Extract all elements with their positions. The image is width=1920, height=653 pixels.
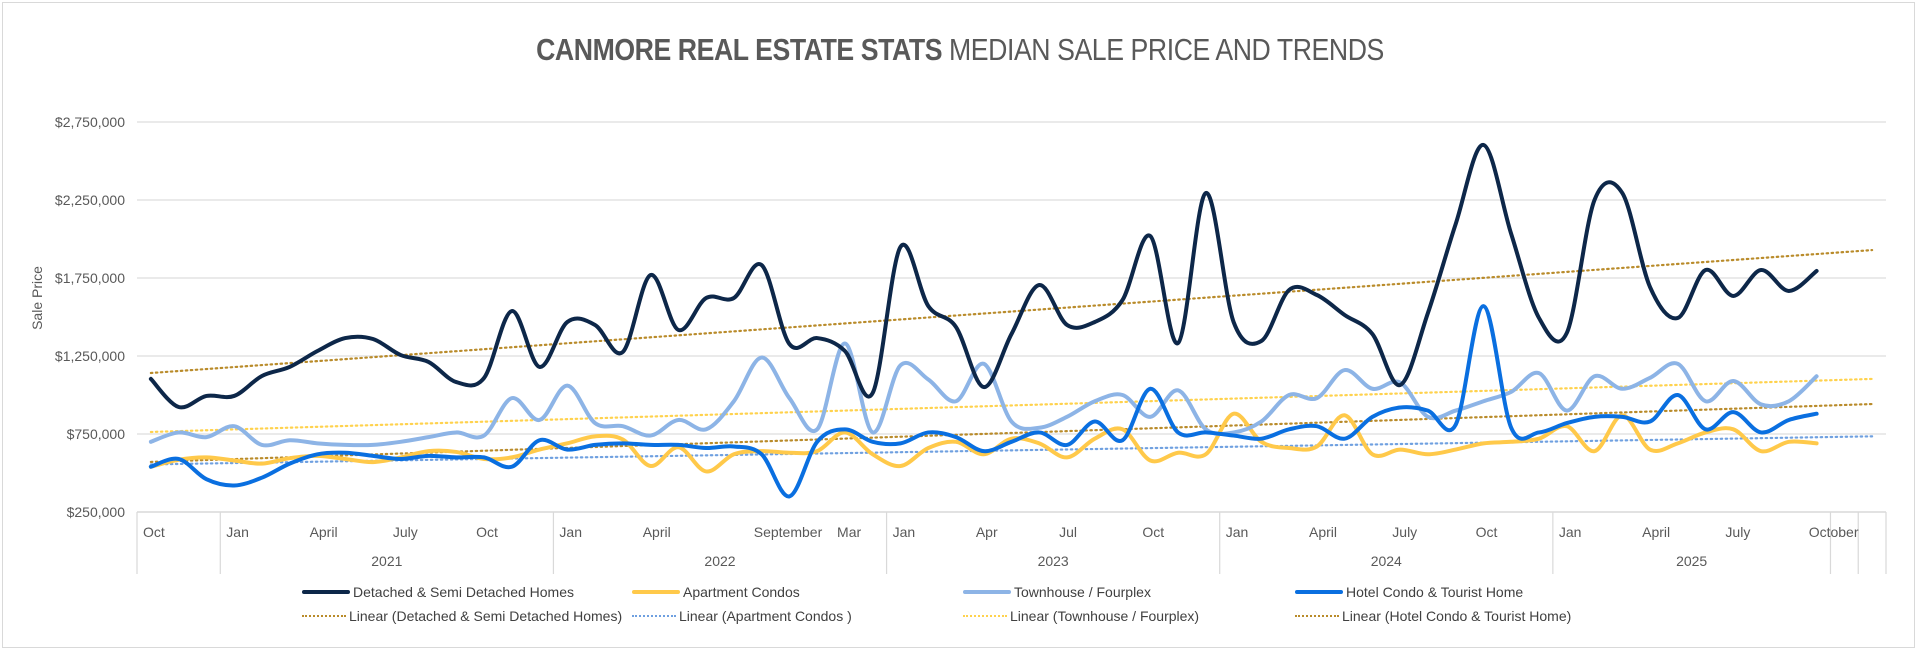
- x-month-label: April: [1642, 524, 1670, 540]
- dotted-line-swatch-icon: [963, 615, 1007, 617]
- y-tick-label: $2,250,000: [55, 192, 125, 208]
- x-axis: Oct Jan April July Oct Jan April September Mar Ja…: [136, 511, 1887, 574]
- x-month-label: Jan: [1559, 524, 1582, 540]
- x-month-label: Jan: [1226, 524, 1249, 540]
- legend-label: Linear (Townhouse / Fourplex): [1010, 608, 1200, 624]
- series-line: [148, 411, 1819, 474]
- series-line: [148, 341, 1819, 448]
- x-year-label: 2023: [1038, 553, 1069, 569]
- x-month-label: April: [310, 524, 338, 540]
- x-month-label: July: [1392, 524, 1417, 540]
- series-line: [148, 304, 1819, 499]
- solid-line-swatch-icon: [632, 590, 680, 594]
- y-tick-label: $2,750,000: [55, 114, 125, 130]
- y-tick-label: $250,000: [67, 504, 126, 520]
- solid-line-swatch-icon: [963, 590, 1011, 594]
- x-month-label: Oct: [1142, 524, 1164, 540]
- x-month-label: July: [393, 524, 418, 540]
- x-year-label: 2025: [1676, 553, 1707, 569]
- legend-label: Detached & Semi Detached Homes: [353, 584, 574, 600]
- legend-item: Hotel Condo & Tourist Home: [1295, 584, 1523, 600]
- x-year-label: 2022: [704, 553, 735, 569]
- legend-label: Linear (Detached & Semi Detached Homes): [349, 608, 623, 624]
- y-axis-label: Sale Price: [29, 266, 45, 330]
- dotted-line-swatch-icon: [632, 615, 676, 617]
- legend-item: Linear (Detached & Semi Detached Homes): [302, 608, 622, 624]
- x-month-label: Jan: [226, 524, 249, 540]
- legend-item: Linear (Hotel Condo & Tourist Home): [1295, 608, 1571, 624]
- y-axis-ticks: $250,000 $750,000 $1,250,000 $1,750,000 $2,2…: [55, 114, 125, 520]
- x-year-label: 2024: [1371, 553, 1402, 569]
- legend-label: Apartment Condos: [683, 584, 800, 600]
- legend-label: Linear (Hotel Condo & Tourist Home): [1342, 608, 1572, 624]
- y-tick-label: $750,000: [67, 426, 126, 442]
- x-month-label: Oct: [1476, 524, 1498, 540]
- x-month-label: Jan: [893, 524, 916, 540]
- x-month-label: April: [643, 524, 671, 540]
- x-month-label: Mar: [837, 524, 861, 540]
- chart-title-rest: MEDIAN SALE PRICE AND TRENDS: [942, 32, 1384, 67]
- x-month-label: Jul: [1059, 524, 1077, 540]
- legend-item: Apartment Condos: [632, 584, 800, 600]
- x-month-label: October: [1809, 524, 1859, 540]
- x-month-label: September: [754, 524, 823, 540]
- legend-label: Linear (Apartment Condos ): [679, 608, 852, 624]
- legend-item: Linear (Apartment Condos ): [632, 608, 852, 624]
- x-year-label: 2021: [371, 553, 402, 569]
- series-lines: [148, 142, 1819, 499]
- legend-label: Hotel Condo & Tourist Home: [1346, 584, 1524, 600]
- dotted-line-swatch-icon: [302, 615, 346, 617]
- legend-item: Linear (Townhouse / Fourplex): [963, 608, 1199, 624]
- solid-line-swatch-icon: [1295, 590, 1343, 594]
- x-month-label: Oct: [143, 524, 165, 540]
- dotted-line-swatch-icon: [1295, 615, 1339, 617]
- chart-title-bold: CANMORE REAL ESTATE STATS: [536, 32, 943, 67]
- trendline: [149, 435, 1874, 466]
- y-tick-label: $1,250,000: [55, 348, 125, 364]
- legend-item: Townhouse / Fourplex: [963, 584, 1151, 600]
- series-line: [148, 142, 1819, 410]
- trendline: [149, 402, 1874, 464]
- x-month-label: Apr: [976, 524, 998, 540]
- y-tick-label: $1,750,000: [55, 270, 125, 286]
- x-month-label: April: [1309, 524, 1337, 540]
- trendline: [149, 248, 1874, 375]
- solid-line-swatch-icon: [302, 590, 350, 594]
- x-month-label: Oct: [476, 524, 498, 540]
- x-month-label: July: [1725, 524, 1750, 540]
- chart-title: CANMORE REAL ESTATE STATS MEDIAN SALE PR…: [134, 32, 1785, 68]
- legend-label: Townhouse / Fourplex: [1014, 584, 1151, 600]
- x-month-label: Jan: [559, 524, 582, 540]
- legend-item: Detached & Semi Detached Homes: [302, 584, 574, 600]
